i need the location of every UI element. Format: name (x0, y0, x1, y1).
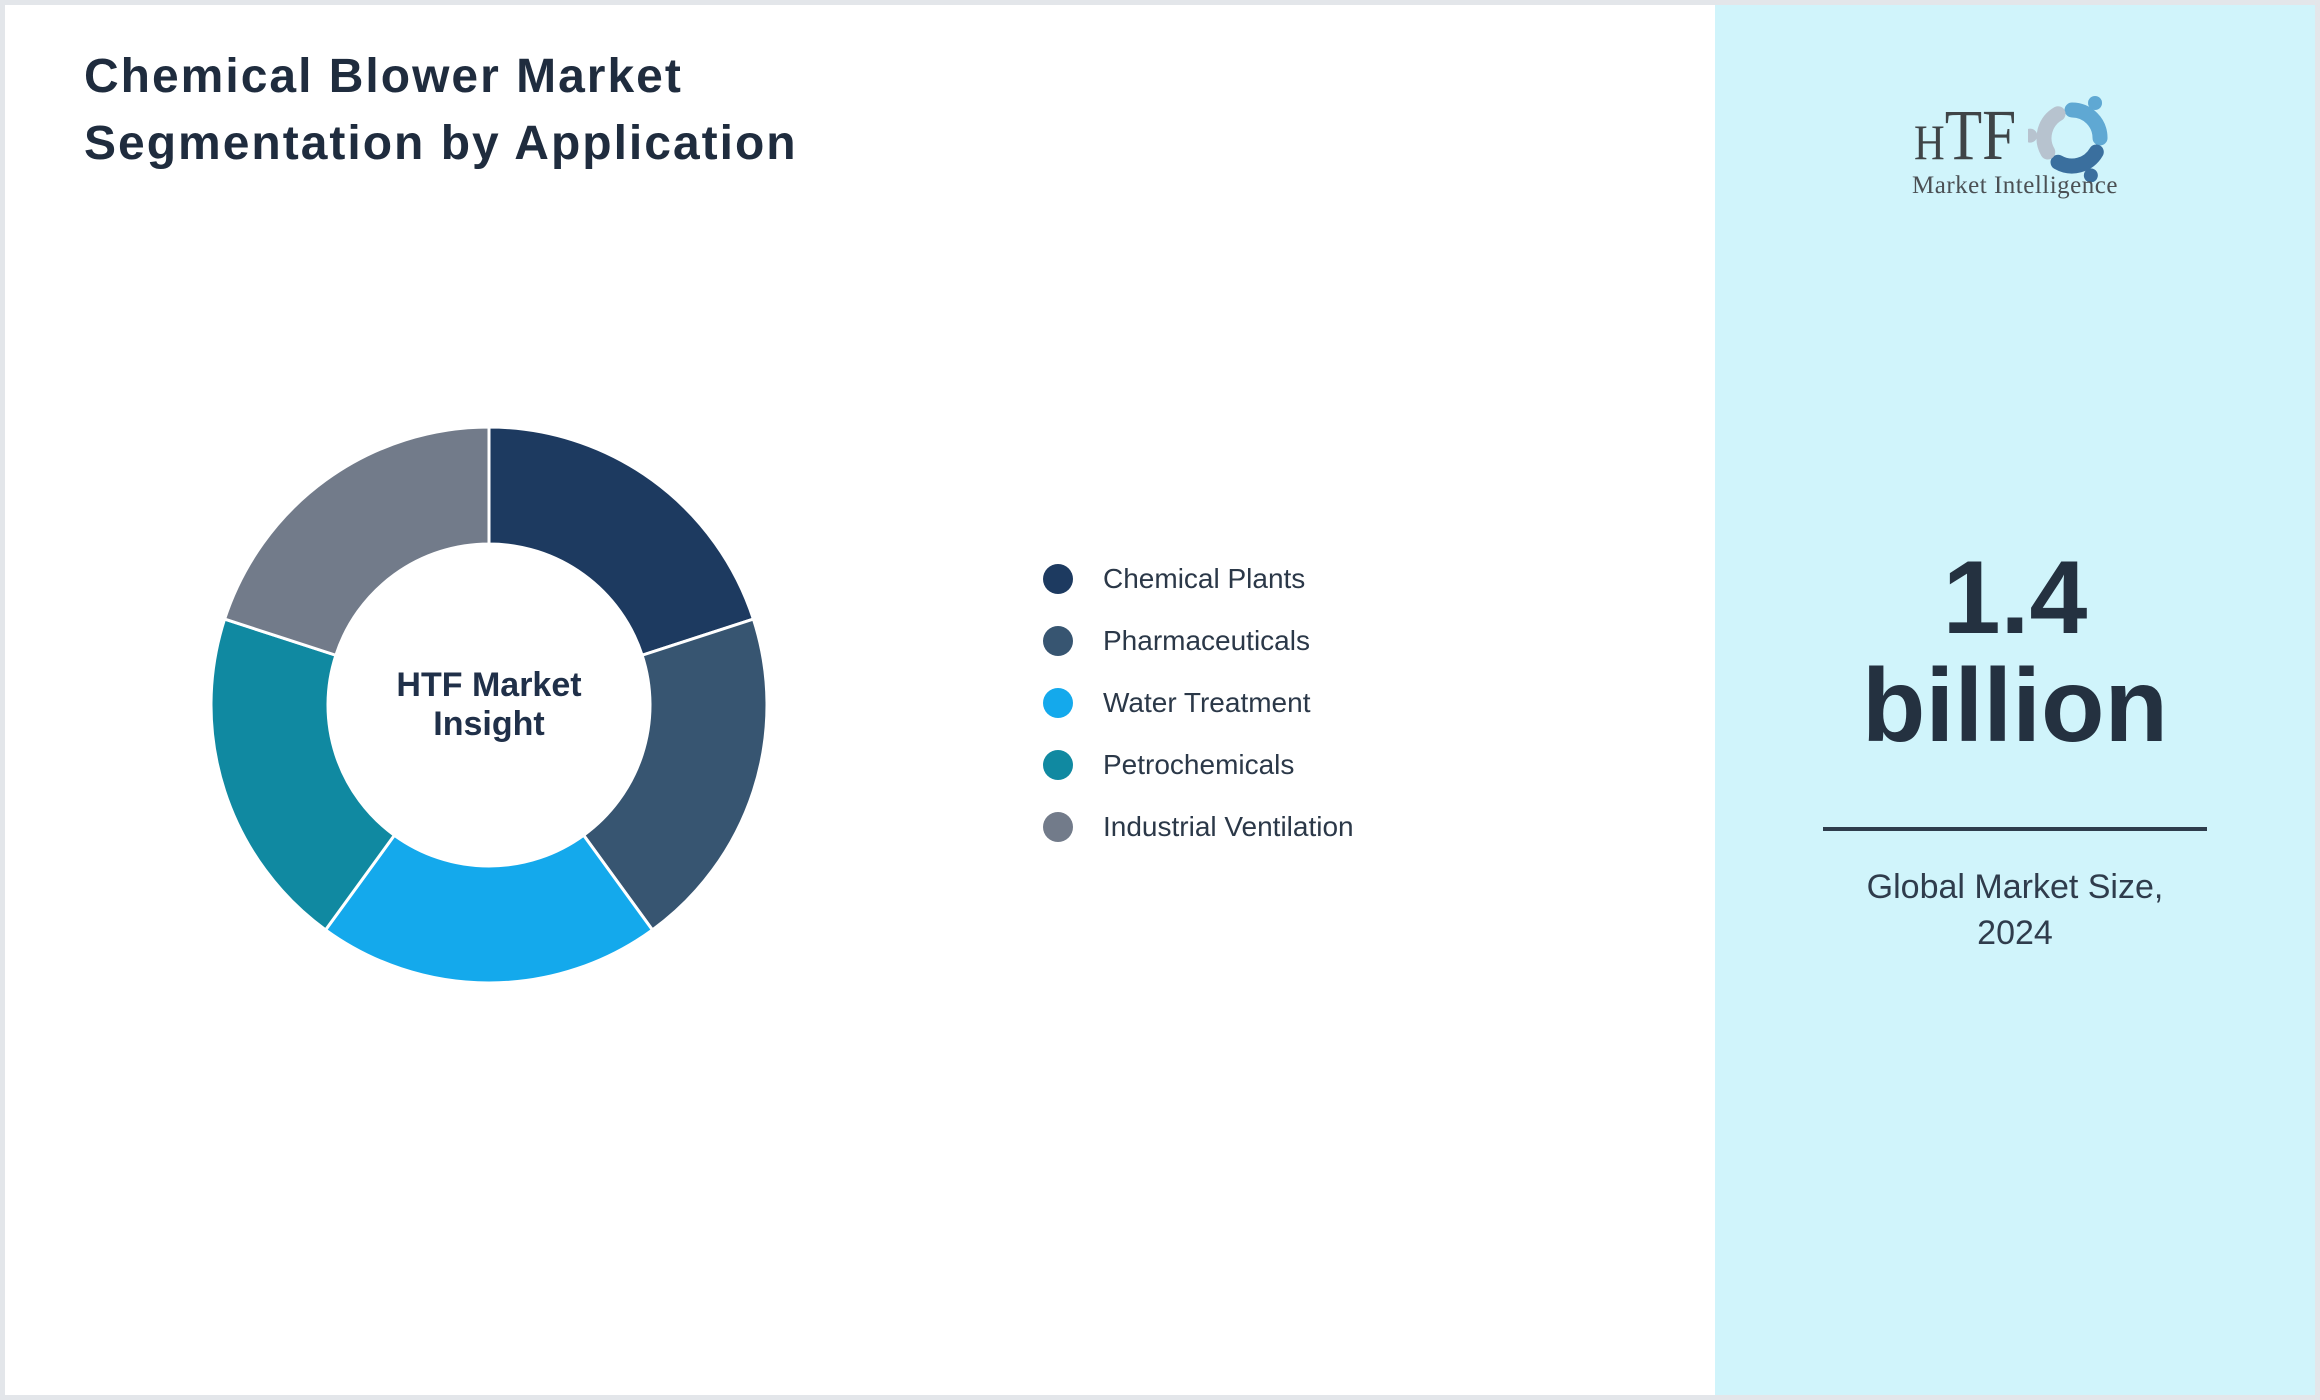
legend-label: Pharmaceuticals (1103, 625, 1310, 656)
legend-swatch-icon (1043, 564, 1073, 594)
donut-segment-petrochemicals (209, 617, 397, 933)
legend-item: Petrochemicals (1043, 734, 1354, 796)
donut-segment-chemical-plants (487, 425, 756, 658)
legend-swatch-icon (1043, 750, 1073, 780)
chart-legend: Chemical Plants Pharmaceuticals Water Tr… (1043, 548, 1354, 858)
legend-item: Pharmaceuticals (1043, 610, 1354, 672)
logo-swirl-icon (2028, 96, 2108, 182)
donut-segment-industrial-ventilation (222, 425, 491, 658)
logo-text: HTF (1914, 99, 2016, 171)
page-title: Chemical Blower Market Segmentation by A… (84, 50, 798, 170)
legend-label: Petrochemicals (1103, 749, 1295, 780)
donut-segment-water-treatment (323, 833, 655, 985)
legend-label: Industrial Ventilation (1103, 811, 1354, 842)
swirl-figure-head (2028, 128, 2038, 143)
swirl-figure-body (2064, 102, 2108, 146)
logo-letter-h: H (1913, 114, 1945, 170)
legend-label: Water Treatment (1103, 687, 1311, 718)
swirl-figure-head (2088, 96, 2103, 110)
swirl-figure-body (2050, 144, 2104, 174)
legend-item: Industrial Ventilation (1043, 796, 1354, 858)
htf-logo: HTF Market Intelligence (1912, 88, 2118, 200)
donut-chart-svg (209, 425, 769, 985)
donut-chart: HTF Market Insight (203, 419, 775, 991)
divider-line (1823, 827, 2207, 831)
legend-item: Chemical Plants (1043, 548, 1354, 610)
logo-row: HTF (1914, 88, 2116, 182)
legend-swatch-icon (1043, 812, 1073, 842)
swirl-figure-body (2036, 106, 2066, 160)
legend-swatch-icon (1043, 626, 1073, 656)
legend-item: Water Treatment (1043, 672, 1354, 734)
logo-letters-tf: TF (1944, 95, 2017, 175)
swirl-figure-head (2083, 168, 2098, 182)
market-size-caption: Global Market Size, 2024 (1866, 868, 2164, 952)
market-size-value: 1.4 billion (1861, 540, 2169, 764)
donut-segment-pharmaceuticals (581, 617, 769, 933)
logo-subtext: Market Intelligence (1912, 172, 2118, 199)
legend-label: Chemical Plants (1103, 563, 1306, 594)
side-panel: HTF Market Intelligence 1.4 billion Glob… (1715, 5, 2315, 1395)
legend-swatch-icon (1043, 688, 1073, 718)
